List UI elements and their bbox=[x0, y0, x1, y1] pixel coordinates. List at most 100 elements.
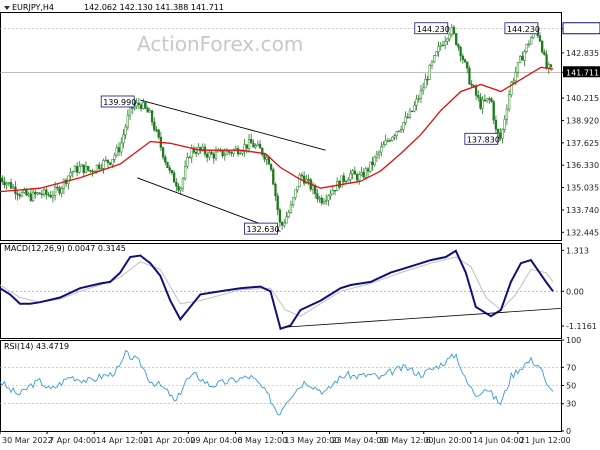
candle bbox=[417, 94, 420, 103]
candle bbox=[157, 128, 160, 140]
price-frame bbox=[0, 12, 562, 241]
candle bbox=[388, 138, 392, 143]
candle bbox=[181, 176, 185, 192]
candle bbox=[362, 168, 365, 180]
candle bbox=[455, 32, 458, 46]
candle bbox=[470, 80, 473, 89]
candle bbox=[433, 55, 436, 64]
rsi-pane[interactable]: RSI(14) 43.4719 100 70 50 30 0 bbox=[0, 336, 581, 436]
candle bbox=[186, 152, 189, 169]
candle bbox=[441, 40, 445, 47]
macd-pane[interactable]: MACD(12,26,9) 0.0047 0.3145 1.313 0.00 -1.… bbox=[0, 244, 597, 331]
candle bbox=[499, 128, 502, 141]
candle bbox=[274, 182, 277, 201]
candle bbox=[87, 166, 90, 172]
macd-trendline[interactable] bbox=[285, 308, 562, 328]
channel-trendline[interactable] bbox=[137, 177, 281, 232]
candle bbox=[375, 150, 379, 162]
candle bbox=[529, 35, 533, 45]
candle bbox=[269, 163, 273, 172]
candle bbox=[419, 84, 423, 104]
candle bbox=[98, 162, 101, 171]
candle bbox=[69, 167, 72, 180]
candle bbox=[194, 146, 198, 158]
candle bbox=[115, 144, 118, 158]
macd-axis-tick-label: -1.1161 bbox=[566, 322, 597, 331]
channel-trendline[interactable] bbox=[140, 99, 326, 151]
candle bbox=[406, 113, 409, 119]
candle bbox=[501, 128, 504, 144]
candle bbox=[51, 190, 55, 203]
candle bbox=[104, 156, 107, 163]
candle bbox=[261, 147, 264, 157]
candle bbox=[404, 111, 407, 126]
candle bbox=[492, 99, 495, 125]
candle bbox=[31, 189, 35, 202]
candle bbox=[477, 90, 480, 102]
price-pane[interactable]: 139.990132.630144.230144.230137.830144.2… bbox=[0, 22, 600, 238]
candle bbox=[382, 140, 385, 148]
candle bbox=[212, 151, 215, 164]
candle bbox=[146, 106, 149, 113]
macd-axis-tick-label: 0.00 bbox=[566, 287, 584, 296]
candle bbox=[393, 133, 396, 141]
candle bbox=[36, 191, 39, 196]
candle bbox=[5, 181, 8, 190]
candle bbox=[9, 178, 13, 190]
candle bbox=[183, 160, 187, 181]
symbol-timeframe: EURJPY,H4 bbox=[12, 3, 54, 12]
candle bbox=[316, 188, 319, 203]
candle bbox=[287, 209, 290, 219]
candle bbox=[426, 75, 429, 86]
candle bbox=[258, 139, 262, 149]
candle bbox=[276, 192, 279, 216]
candle bbox=[384, 134, 387, 146]
candle bbox=[16, 190, 19, 201]
candle bbox=[250, 133, 253, 144]
candle bbox=[311, 181, 315, 195]
candle bbox=[153, 117, 156, 132]
candle bbox=[452, 25, 456, 36]
candle bbox=[1, 175, 4, 185]
candle bbox=[263, 153, 266, 163]
candle bbox=[364, 166, 368, 180]
price-annotation: 144.230 bbox=[414, 22, 450, 35]
candle bbox=[437, 41, 440, 57]
candle bbox=[89, 169, 92, 174]
candle bbox=[327, 194, 330, 206]
candle bbox=[325, 194, 328, 205]
candle bbox=[430, 60, 434, 70]
price-axis-tick-label: 136.330 bbox=[566, 161, 599, 170]
rsi-axis-tick-label: 70 bbox=[566, 363, 576, 372]
candle bbox=[78, 161, 81, 174]
candle bbox=[62, 178, 66, 195]
candle bbox=[439, 41, 442, 51]
candle bbox=[252, 139, 255, 148]
candle bbox=[300, 172, 304, 180]
candle bbox=[34, 189, 37, 199]
candle bbox=[208, 149, 211, 161]
candle bbox=[435, 51, 438, 57]
candle bbox=[461, 53, 464, 64]
x-tick-label: 13 May 20:00 bbox=[285, 436, 340, 445]
candle bbox=[408, 107, 412, 120]
watermark: ActionForex.com bbox=[137, 32, 303, 56]
ohlc-values: 142.062 142.130 141.388 141.711 bbox=[84, 3, 224, 12]
candle bbox=[75, 162, 79, 177]
dropdown-arrow-icon[interactable] bbox=[4, 6, 10, 10]
macd-axis-tick-label: 1.313 bbox=[566, 246, 589, 255]
candle bbox=[538, 32, 542, 43]
price-annotation: 144.230 bbox=[504, 22, 540, 35]
candle bbox=[481, 96, 484, 115]
high-price-tag bbox=[562, 22, 600, 35]
candle bbox=[58, 185, 61, 196]
candle bbox=[318, 195, 321, 203]
candle bbox=[358, 171, 361, 185]
candle bbox=[459, 45, 462, 62]
price-axis-tick-label: 140.215 bbox=[566, 94, 599, 103]
candle bbox=[450, 23, 453, 38]
macd-label: MACD(12,26,9) 0.0047 0.3145 bbox=[4, 244, 126, 253]
candle bbox=[139, 102, 143, 112]
candle bbox=[373, 155, 376, 167]
candle bbox=[135, 98, 138, 110]
